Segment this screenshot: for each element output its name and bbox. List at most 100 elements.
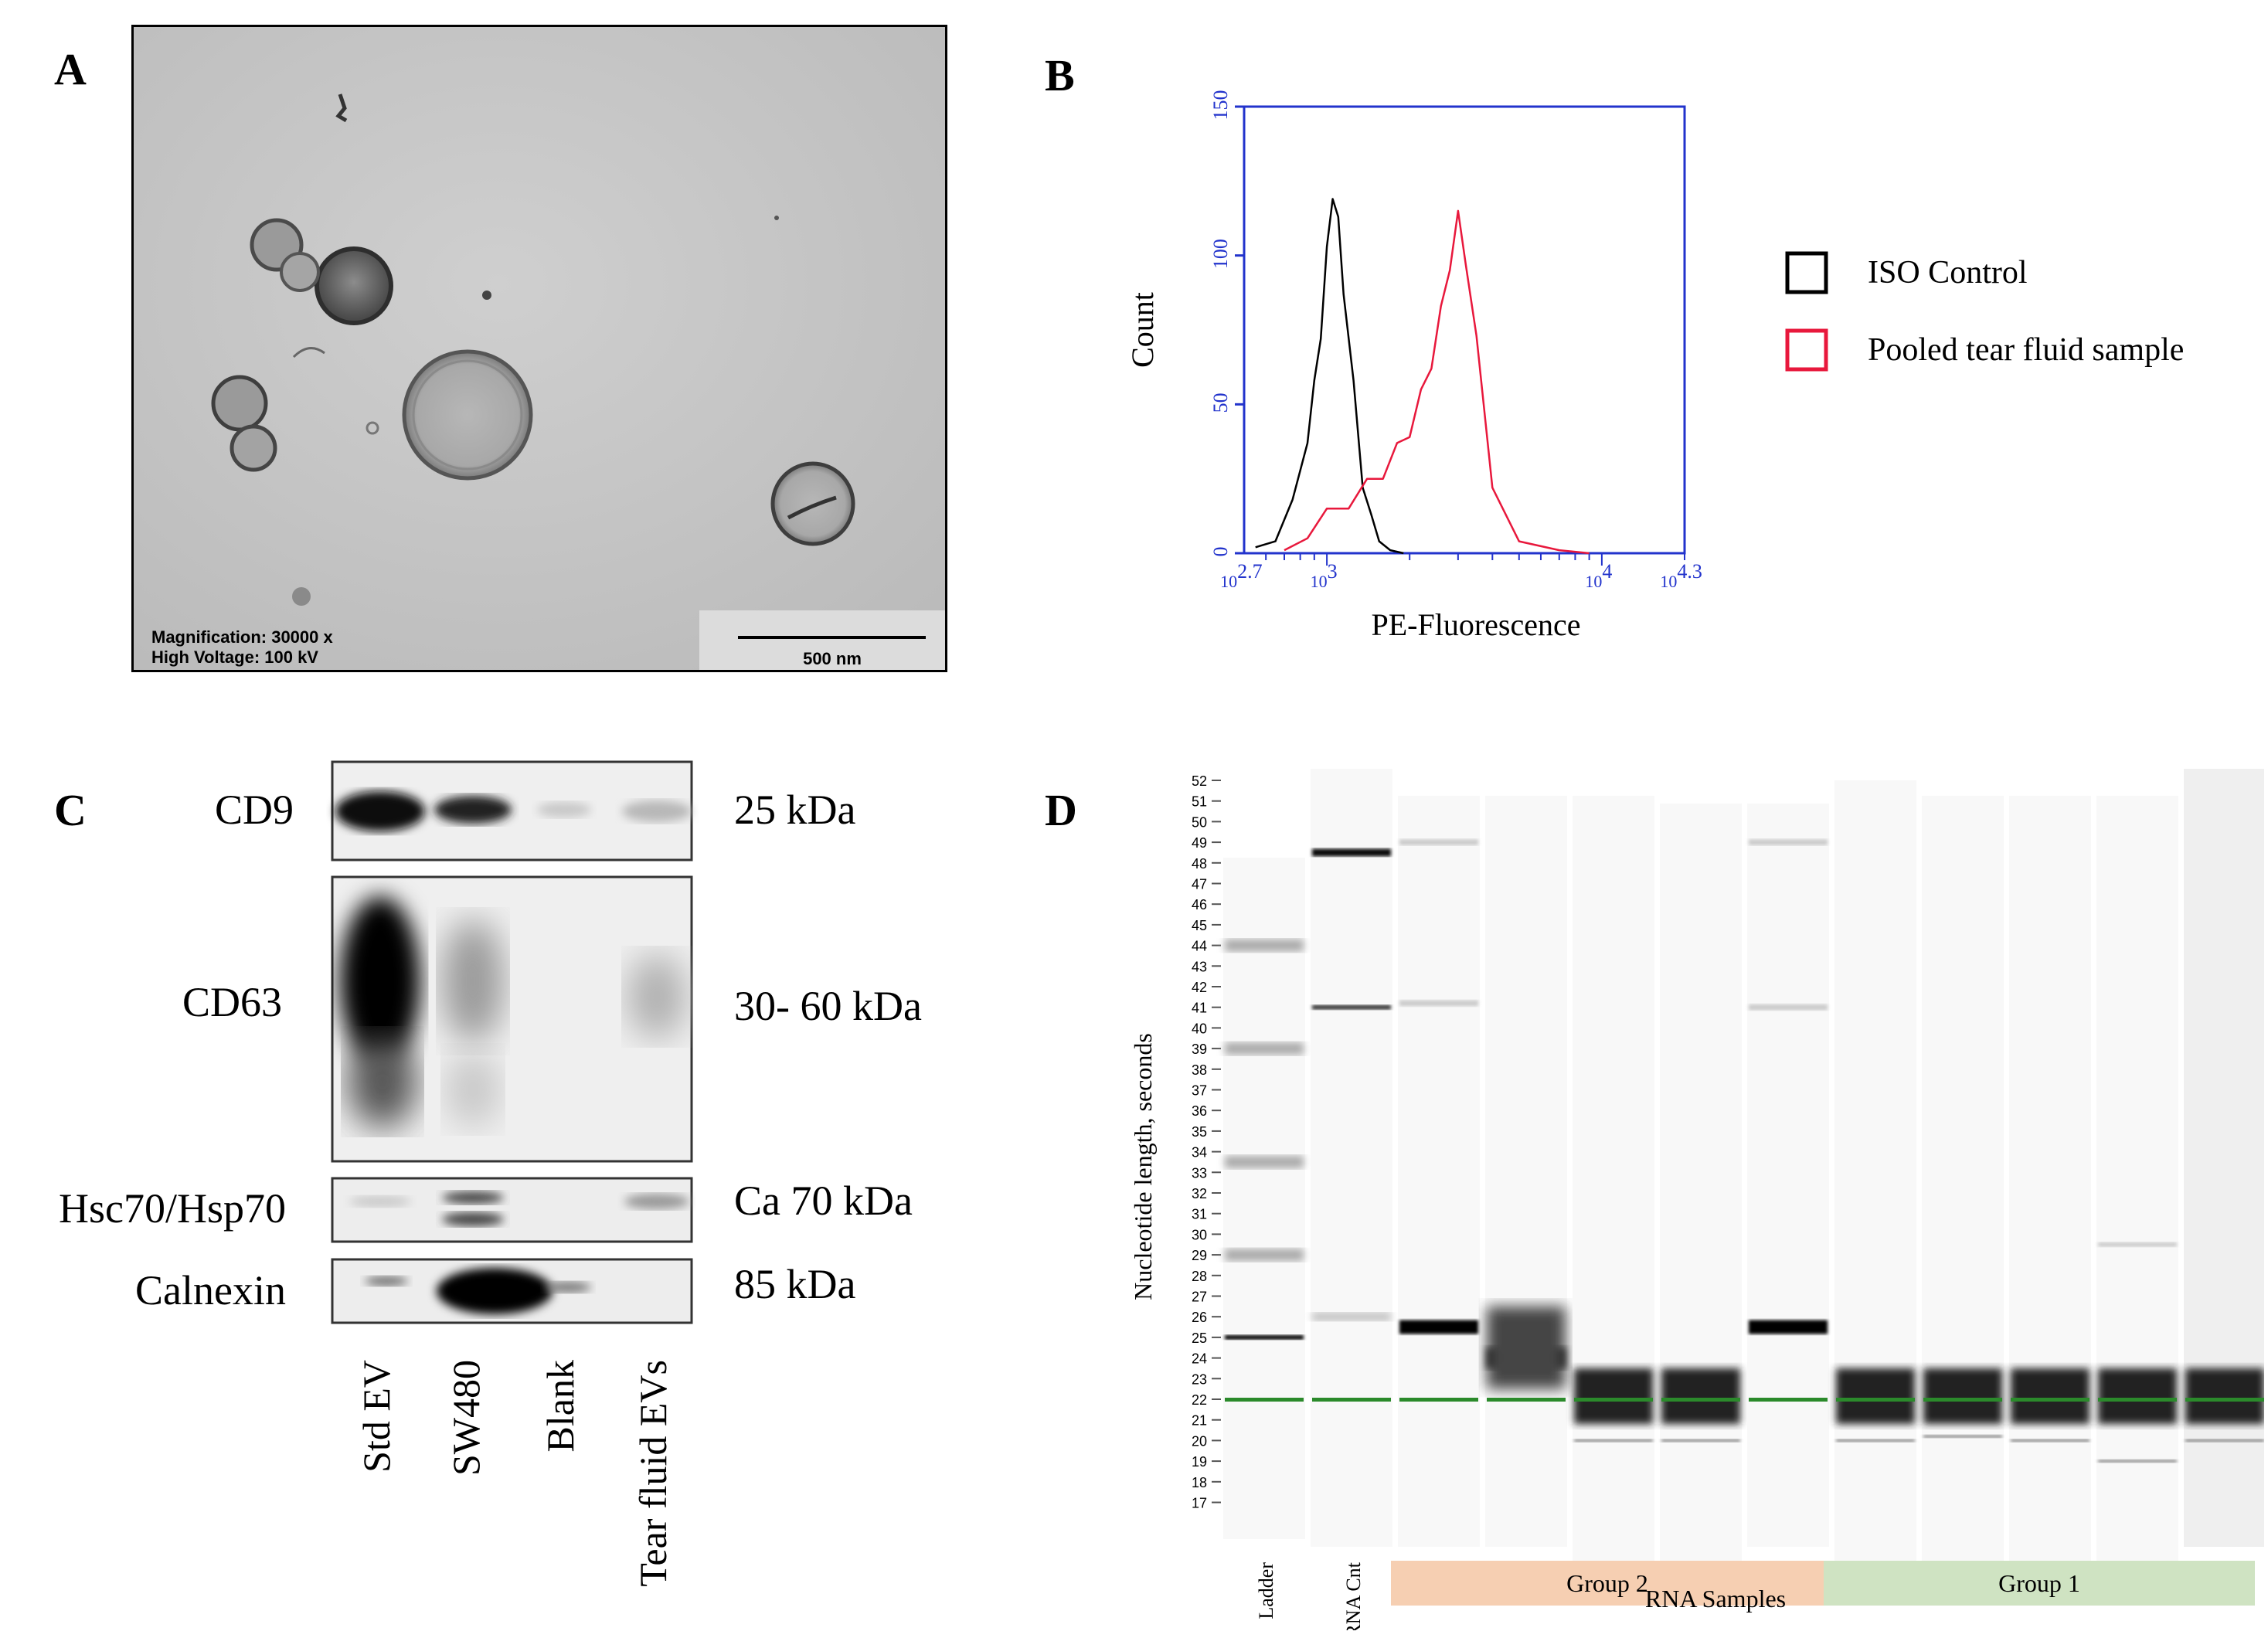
y-axis-label: Count (1125, 292, 1160, 368)
gel-lane (1834, 780, 1916, 1562)
gel-lane (1573, 796, 1654, 1562)
gel-lane (1311, 769, 1392, 1547)
size-label-cd9: 25 kDa (734, 787, 855, 833)
gel-band (1225, 1042, 1304, 1055)
panel-label-a: A (54, 44, 87, 94)
gel-smear (1661, 1368, 1740, 1425)
gel-marker-band (1487, 1398, 1566, 1402)
size-label-calnexin: 85 kDa (734, 1261, 855, 1307)
gel-marker-band (1836, 1398, 1915, 1402)
gel-tick-label: 42 (1192, 980, 1207, 995)
gel-band (2011, 1439, 2089, 1443)
y-tick-label: 0 (1209, 547, 1232, 557)
gel-lane-bg (1834, 780, 1916, 1562)
blot-strip-cd63 (331, 875, 693, 1163)
blot-strip-hsc70 (331, 1177, 693, 1243)
gel-lane (2096, 796, 2178, 1562)
gel-tick-label: 28 (1192, 1269, 1207, 1284)
gel-lane (1485, 796, 1567, 1547)
gel-smear (1574, 1368, 1653, 1425)
gel-tick-label: 39 (1192, 1042, 1207, 1057)
gel-tick-label: 21 (1192, 1413, 1207, 1429)
x-tick-label: 102.7 (1220, 560, 1263, 591)
legend-swatch-iso (1785, 251, 1828, 294)
flow-histogram: 0 50 100 150 102.7 103 104 104.3 Count PE-Fluo… (1125, 90, 2184, 643)
gel-lane-label: RNA Cnt (1342, 1562, 1365, 1630)
gel-tick-label: 48 (1192, 856, 1207, 872)
gel-marker-band (1399, 1398, 1478, 1402)
gel-lane-bg (2184, 769, 2264, 1547)
legend-label-iso: ISO Control (1868, 255, 2028, 291)
gel-tick-label: 40 (1192, 1021, 1207, 1036)
gel-tick-label: 44 (1192, 939, 1207, 954)
row-label-cd63: CD63 (182, 979, 282, 1025)
panel-label-c: C (54, 785, 87, 835)
gel-smear (2011, 1368, 2089, 1425)
gel-y-axis-label: Nucleotide length, seconds (1129, 1033, 1157, 1300)
gel-band (1574, 1439, 1653, 1443)
gel-lane-bg (1311, 769, 1392, 1547)
lane-label-tear-fluid: Tear fluid EVs (631, 1360, 675, 1587)
gel-tick-label: 17 (1192, 1496, 1207, 1511)
gel-smear (1923, 1368, 2002, 1425)
y-tick-label: 100 (1209, 239, 1232, 269)
gel-band (1312, 1313, 1391, 1321)
gel-lane-bg (2096, 796, 2178, 1562)
gel-marker-band (1749, 1398, 1828, 1402)
gel-lane (2009, 796, 2091, 1562)
gel-marker-band (2185, 1398, 2264, 1402)
group-label: Group 1 (1998, 1569, 2080, 1597)
gel-tick-label: 34 (1192, 1145, 1207, 1161)
gel-tick-label: 49 (1192, 835, 1207, 851)
tem-image: 500 nm Magnification: 30000 x High Volta… (131, 25, 947, 672)
gel-tick-label: 29 (1192, 1248, 1207, 1263)
gel-band (1225, 939, 1304, 952)
y-tick-label: 150 (1209, 90, 1232, 121)
gel-band (2098, 1460, 2177, 1463)
gel-smear (1836, 1368, 1915, 1425)
legend-label-pooled: Pooled tear fluid sample (1868, 332, 2184, 368)
gel-marker-band (1923, 1398, 2002, 1402)
gel-tick-label: 43 (1192, 959, 1207, 974)
gel-smear (2098, 1368, 2177, 1425)
gel-lane-bg (1922, 796, 2004, 1562)
gel-tick-label: 52 (1192, 773, 1207, 789)
gel-tick-label: 32 (1192, 1186, 1207, 1201)
series-line-pooled-sample (1284, 209, 1590, 555)
gel-band (1749, 1004, 1828, 1011)
series-line-iso-control (1255, 198, 1404, 555)
gel-band (1399, 1320, 1478, 1334)
size-label-cd63: 30- 60 kDa (734, 983, 922, 1029)
gel-band (1225, 1249, 1304, 1262)
gel-lane (1660, 804, 1742, 1562)
gel-tick-label: 38 (1192, 1062, 1207, 1078)
gel-tick-label: 27 (1192, 1290, 1207, 1305)
gel-tick-label: 47 (1192, 877, 1207, 892)
x-tick-label: 104 (1585, 560, 1612, 591)
gel-tick-label: 30 (1192, 1227, 1207, 1242)
gel-marker-band (2098, 1398, 2177, 1402)
gel-tick-label: 36 (1192, 1103, 1207, 1119)
gel-lane-bg (2009, 796, 2091, 1562)
row-label-calnexin: Calnexin (135, 1267, 286, 1313)
bioanalyzer-gel: 52 51 50 49 48 47 46 45 44 43 42 41 40 39 38 37 36 35 34 33… (1129, 769, 2264, 1630)
blot-strip-calnexin (331, 1258, 693, 1324)
gel-lane-bg (1223, 858, 1305, 1539)
y-tick-label: 50 (1209, 393, 1232, 413)
lane-label-std-ev: Std EV (355, 1360, 398, 1473)
row-label-hsc70: Hsc70/Hsp70 (59, 1185, 286, 1232)
gel-tick-label: 26 (1192, 1310, 1207, 1325)
gel-band (2185, 1439, 2264, 1443)
gel-tick-label: 20 (1192, 1433, 1207, 1449)
gel-tick-label: 31 (1192, 1207, 1207, 1222)
size-label-hsc70: Ca 70 kDa (734, 1178, 913, 1224)
gel-band (1661, 1439, 1740, 1443)
gel-lane (1922, 796, 2004, 1562)
row-label-cd9: CD9 (215, 787, 294, 833)
gel-lane-bg (1485, 796, 1567, 1547)
gel-band (1225, 1155, 1304, 1168)
gel-tick-label: 33 (1192, 1165, 1207, 1181)
x-axis-label: PE-Fluorescence (1371, 607, 1580, 642)
gel-band (2098, 1242, 2177, 1247)
gel-band (1399, 1000, 1478, 1007)
